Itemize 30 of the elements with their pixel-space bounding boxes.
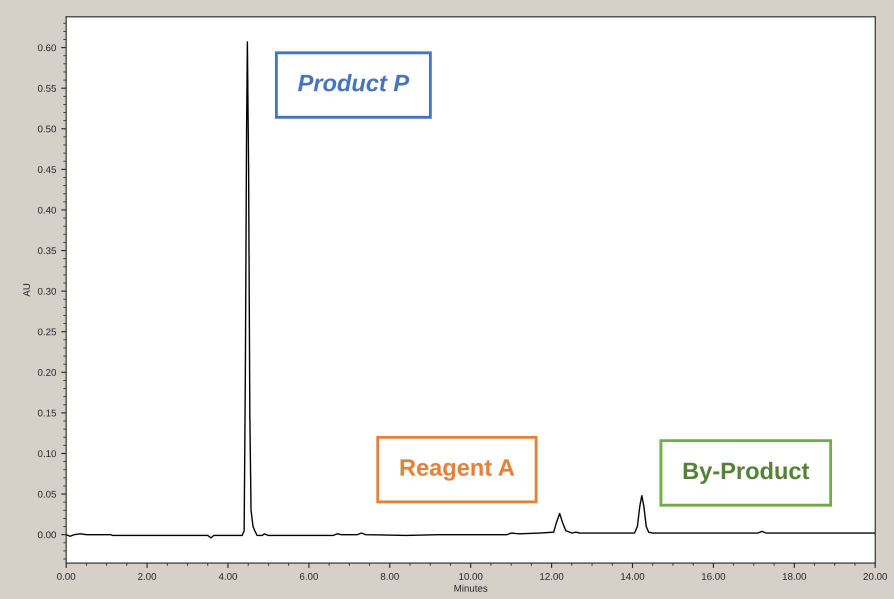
line-series bbox=[66, 41, 876, 539]
x-tick-label: 16.00 bbox=[702, 573, 726, 580]
y-tick-label: 0.05 bbox=[38, 490, 56, 498]
x-tick-label: 12.00 bbox=[540, 573, 564, 580]
x-tick-label: 10.00 bbox=[459, 573, 482, 580]
x-tick-label: 4.00 bbox=[218, 573, 238, 580]
x-tick-label: 6.00 bbox=[300, 573, 318, 580]
x-tick-label: 0.00 bbox=[57, 573, 76, 580]
y-axis-title: AU bbox=[23, 284, 30, 297]
x-axis-title: Minutes bbox=[454, 584, 488, 592]
x-tick-label: 20.00 bbox=[864, 573, 888, 580]
y-tick-label: 0.60 bbox=[38, 44, 56, 52]
y-tick-label: 0.25 bbox=[38, 328, 56, 336]
x-tick-label: 14.00 bbox=[621, 573, 644, 580]
y-tick-label: 0.50 bbox=[38, 126, 56, 132]
y-tick-label: 0.10 bbox=[38, 450, 56, 458]
annotation: Product P bbox=[298, 74, 410, 92]
y-tick-label: 0.45 bbox=[38, 166, 56, 173]
annotation: Reagent A bbox=[400, 459, 514, 481]
y-tick-label: 0.35 bbox=[38, 247, 56, 254]
y-tick-label: 0.55 bbox=[38, 84, 56, 92]
y-tick-label: 0.30 bbox=[38, 288, 56, 295]
y-tick-label: 0.15 bbox=[38, 410, 56, 417]
y-tick-label: 0.00 bbox=[38, 531, 56, 538]
x-tick-label: 8.00 bbox=[380, 573, 399, 580]
y-tick-label: 0.20 bbox=[38, 369, 56, 376]
x-tick-label: 2.00 bbox=[138, 573, 156, 580]
y-tick-label: 0.40 bbox=[38, 206, 56, 214]
annotation: By-Product bbox=[684, 462, 810, 484]
x-tick-label: 18.00 bbox=[782, 573, 806, 580]
